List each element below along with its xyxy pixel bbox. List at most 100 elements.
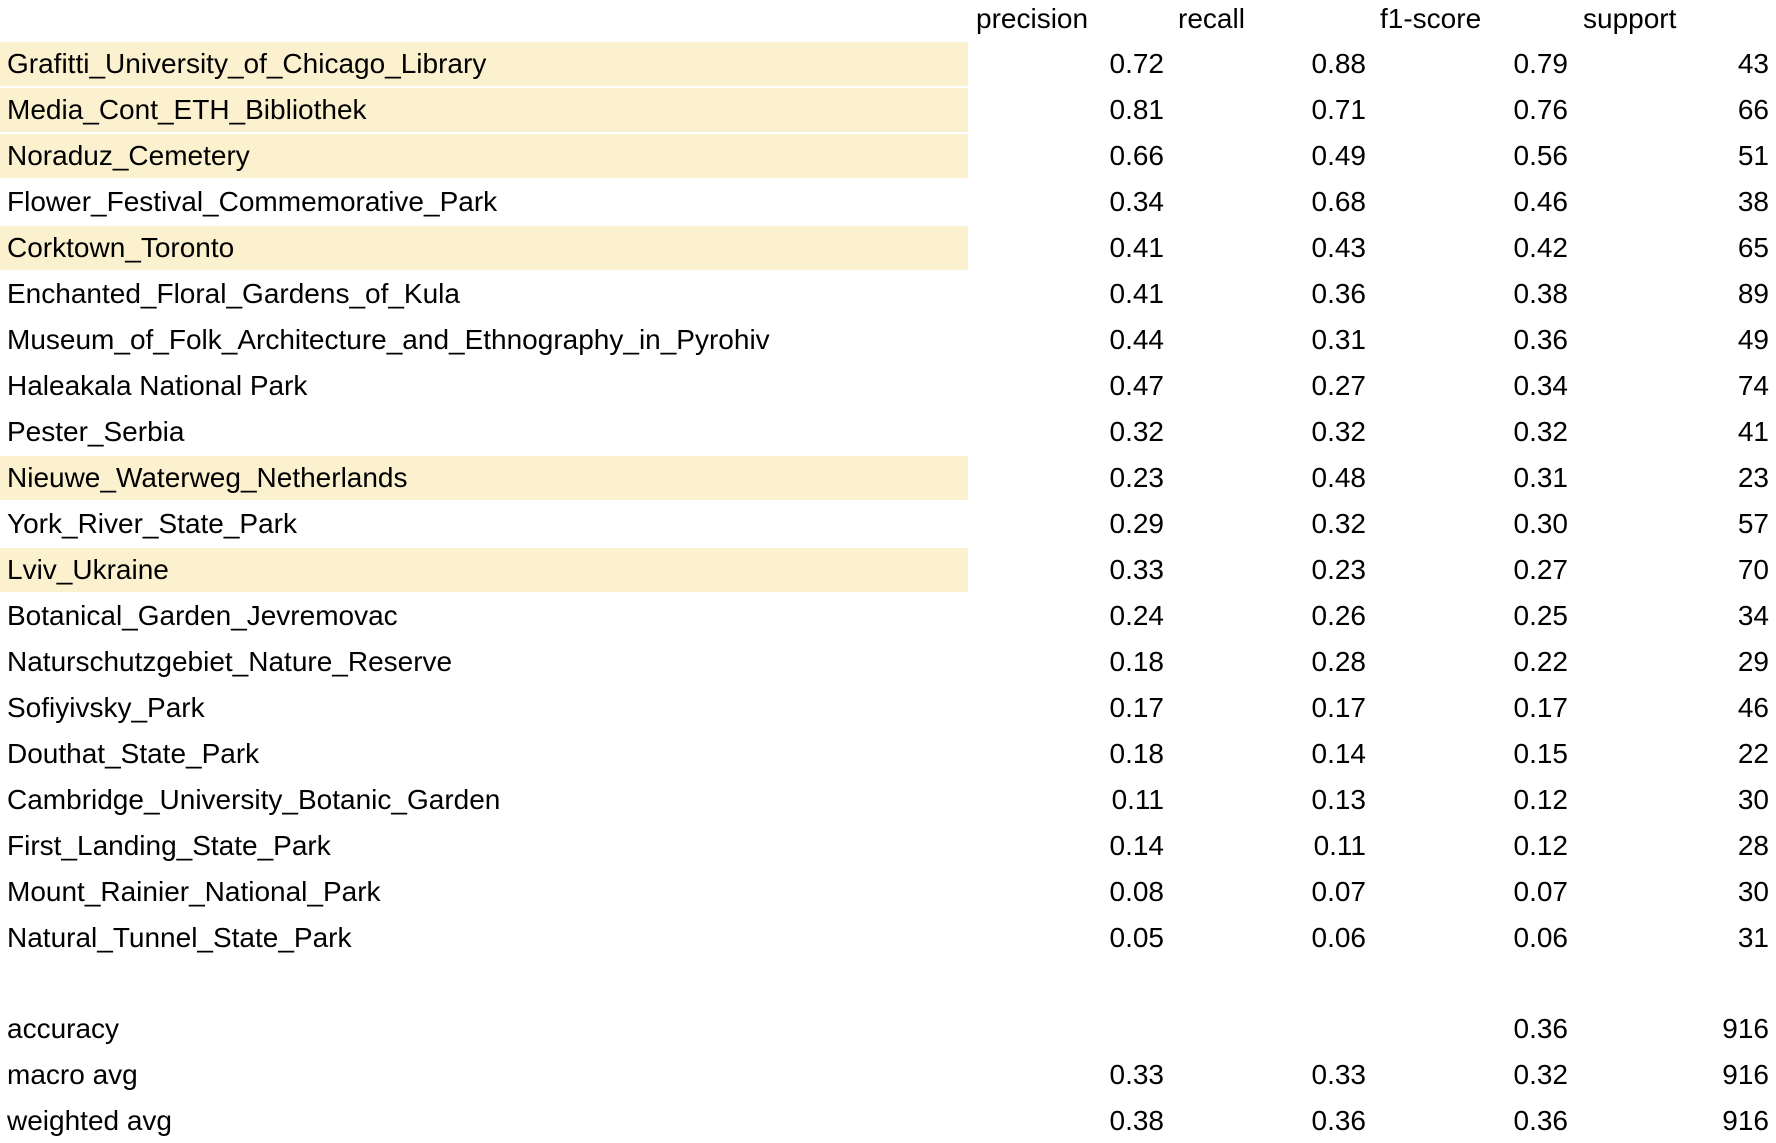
support-value: 28: [1737, 830, 1769, 861]
table-row: First_Landing_State_Park 0.14 0.11 0.12 28: [0, 824, 1776, 868]
precision-value: 0.11: [1111, 784, 1164, 815]
class-label: Grafitti_University_of_Chicago_Library: [0, 42, 968, 86]
table-row: Flower_Festival_Commemorative_Park 0.34 0.…: [0, 180, 1776, 224]
support-value: 70: [1737, 554, 1769, 585]
f1-score-value: 0.30: [1513, 508, 1569, 539]
f1-score-value: 0.34: [1513, 370, 1569, 401]
recall-value: 0.28: [1311, 646, 1367, 677]
support-value: 30: [1737, 876, 1769, 907]
precision-value: 0.44: [1109, 324, 1165, 355]
f1-score-value: 0.36: [1513, 1013, 1569, 1044]
f1-score-value: 0.25: [1513, 600, 1569, 631]
class-label: Sofiyivsky_Park: [7, 692, 205, 723]
class-label: Noraduz_Cemetery: [0, 134, 968, 178]
table-row: Botanical_Garden_Jevremovac 0.24 0.26 0.25 3…: [0, 594, 1776, 638]
support-value: 22: [1737, 738, 1769, 769]
support-value: 65: [1737, 232, 1769, 263]
recall-value: 0.06: [1311, 922, 1367, 953]
column-header-recall: recall: [1178, 3, 1245, 34]
f1-score-value: 0.27: [1513, 554, 1569, 585]
recall-value: 0.27: [1311, 370, 1367, 401]
recall-value: 0.36: [1311, 278, 1367, 309]
recall-value: 0.17: [1311, 692, 1367, 723]
class-label: Flower_Festival_Commemorative_Park: [7, 186, 498, 217]
table-row: Douthat_State_Park 0.18 0.14 0.15 22: [0, 732, 1776, 776]
support-value: 43: [1737, 48, 1769, 79]
recall-value: 0.88: [1311, 48, 1367, 79]
support-value: 74: [1737, 370, 1769, 401]
f1-score-value: 0.15: [1513, 738, 1569, 769]
recall-value: 0.32: [1311, 508, 1367, 539]
recall-value: 0.31: [1311, 324, 1367, 355]
f1-score-value: 0.22: [1513, 646, 1569, 677]
table-row: Noraduz_Cemetery 0.66 0.49 0.56 51: [0, 134, 1776, 178]
support-value: 916: [1722, 1013, 1769, 1044]
support-value: 57: [1737, 508, 1769, 539]
table-row: Cambridge_University_Botanic_Garden 0.11 0…: [0, 778, 1776, 822]
precision-value: 0.23: [1109, 462, 1165, 493]
class-label: Mount_Rainier_National_Park: [7, 876, 381, 907]
table-row: Sofiyivsky_Park 0.17 0.17 0.17 46: [0, 686, 1776, 730]
precision-value: 0.47: [1109, 370, 1165, 401]
recall-value: 0.23: [1311, 554, 1367, 585]
precision-value: 0.17: [1109, 692, 1165, 723]
summary-label: macro avg: [7, 1059, 138, 1090]
f1-score-value: 0.36: [1513, 1105, 1569, 1136]
precision-value: 0.38: [1109, 1105, 1165, 1136]
support-value: 38: [1737, 186, 1769, 217]
precision-value: 0.34: [1109, 186, 1165, 217]
precision-value: 0.33: [1109, 554, 1165, 585]
precision-value: 0.18: [1109, 646, 1165, 677]
precision-value: 0.66: [1109, 140, 1165, 171]
f1-score-value: 0.38: [1513, 278, 1569, 309]
class-label: Botanical_Garden_Jevremovac: [7, 600, 398, 631]
f1-score-value: 0.56: [1513, 140, 1569, 171]
precision-value: 0.72: [1109, 48, 1165, 79]
class-label: Douthat_State_Park: [7, 738, 260, 769]
precision-value: 0.41: [1109, 278, 1165, 309]
precision-value: 0.24: [1109, 600, 1165, 631]
table-row: Naturschutzgebiet_Nature_Reserve 0.18 0.28…: [0, 640, 1776, 684]
f1-score-value: 0.32: [1513, 1059, 1569, 1090]
class-label: Natural_Tunnel_State_Park: [7, 922, 352, 953]
column-header-f1-score: f1-score: [1380, 3, 1482, 34]
summary-row: accuracy 0.36 916: [0, 1007, 1776, 1051]
support-value: 23: [1737, 462, 1769, 493]
class-label: York_River_State_Park: [7, 508, 298, 539]
f1-score-value: 0.79: [1513, 48, 1569, 79]
precision-value: 0.08: [1109, 876, 1165, 907]
recall-value: 0.11: [1313, 830, 1366, 861]
support-value: 916: [1722, 1105, 1769, 1136]
recall-value: 0.68: [1311, 186, 1367, 217]
class-label: Cambridge_University_Botanic_Garden: [7, 784, 501, 815]
support-value: 31: [1737, 922, 1769, 953]
f1-score-value: 0.31: [1513, 462, 1569, 493]
support-value: 34: [1737, 600, 1769, 631]
table-row: Grafitti_University_of_Chicago_Library 0.…: [0, 42, 1776, 86]
class-label: Enchanted_Floral_Gardens_of_Kula: [7, 278, 460, 309]
precision-value: 0.41: [1109, 232, 1165, 263]
precision-value: 0.14: [1109, 830, 1165, 861]
f1-score-value: 0.32: [1513, 416, 1569, 447]
f1-score-value: 0.07: [1513, 876, 1569, 907]
table-row: Lviv_Ukraine 0.33 0.23 0.27 70: [0, 548, 1776, 592]
recall-value: 0.26: [1311, 600, 1367, 631]
table-row: York_River_State_Park 0.29 0.32 0.30 57: [0, 502, 1776, 546]
recall-value: 0.43: [1311, 232, 1367, 263]
support-value: 66: [1737, 94, 1769, 125]
support-value: 49: [1737, 324, 1769, 355]
support-value: 916: [1722, 1059, 1769, 1090]
table-row: Museum_of_Folk_Architecture_and_Ethnogra…: [0, 318, 1776, 362]
support-value: 41: [1737, 416, 1769, 447]
precision-value: 0.29: [1109, 508, 1165, 539]
class-label: Museum_of_Folk_Architecture_and_Ethnogra…: [7, 324, 770, 355]
column-header-row: precision recall f1-score support: [0, 0, 1776, 38]
precision-value: 0.18: [1109, 738, 1165, 769]
summary-label: weighted avg: [7, 1105, 173, 1136]
f1-score-value: 0.36: [1513, 324, 1569, 355]
support-value: 29: [1737, 646, 1769, 677]
support-value: 30: [1737, 784, 1769, 815]
precision-value: 0.81: [1109, 94, 1165, 125]
f1-score-value: 0.42: [1513, 232, 1569, 263]
